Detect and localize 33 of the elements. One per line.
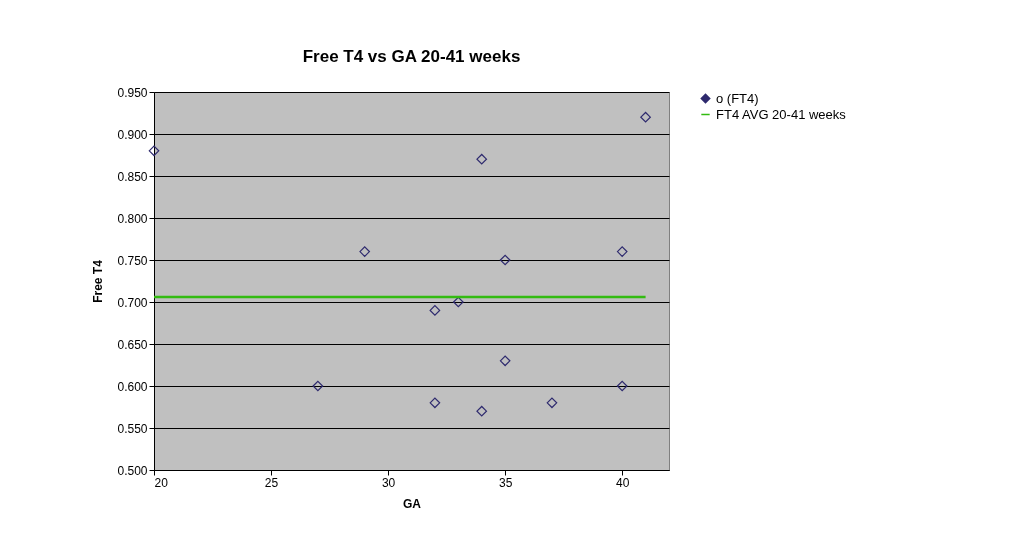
point — [476, 405, 488, 417]
y-tick-label: 0.650 — [117, 337, 148, 352]
x-tick-label: 30 — [381, 475, 396, 490]
y-tick-label: 0.600 — [117, 379, 148, 394]
y-tick-label: 0.900 — [117, 127, 148, 142]
point — [429, 397, 441, 409]
x-axis-title: GA — [403, 496, 422, 511]
point — [546, 397, 558, 409]
y-tick-label: 0.550 — [117, 421, 148, 436]
x-tick-label: 25 — [264, 475, 279, 490]
y-axis-title: Free T4 — [91, 259, 106, 303]
point — [616, 246, 628, 257]
point — [359, 246, 371, 257]
y-tick-label: 0.800 — [117, 211, 148, 226]
x-tick-label: 20 — [154, 475, 169, 490]
y-tick-label: 0.950 — [117, 85, 148, 100]
x-tick-label: 35 — [498, 475, 513, 490]
y-tick-label: 0.700 — [117, 295, 148, 310]
y-tick-label: 0.750 — [117, 253, 148, 268]
y-tick-label: 0.850 — [117, 169, 148, 184]
legend-label: o (FT4) — [716, 90, 759, 106]
point — [476, 153, 488, 165]
x-tick-label: 40 — [616, 475, 630, 490]
point — [312, 380, 324, 392]
point — [640, 111, 651, 123]
point — [429, 305, 441, 316]
chart-title: Free T4 vs GA 20-41 weeks — [302, 47, 521, 66]
legend-label: FT4 AVG 20-41 weeks — [716, 106, 847, 122]
point — [499, 355, 511, 367]
point — [148, 145, 160, 157]
point — [499, 254, 511, 266]
point — [616, 380, 628, 392]
y-tick-label: 0.500 — [117, 463, 148, 478]
